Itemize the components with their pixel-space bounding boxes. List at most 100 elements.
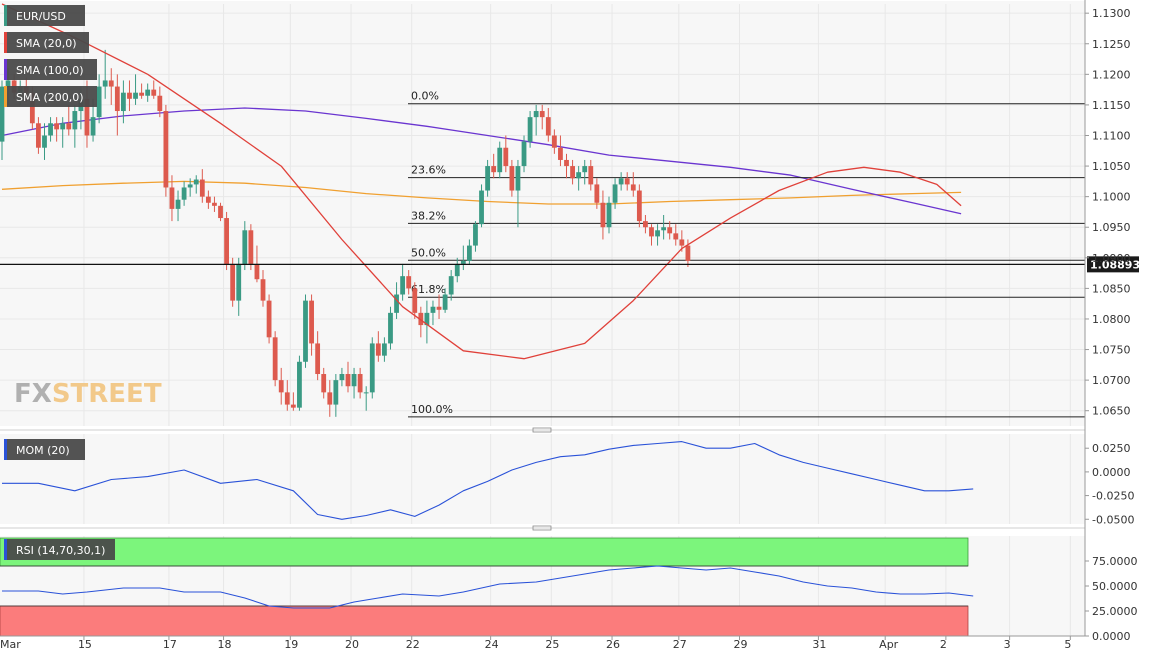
fib-level-label: 100.0% [411,403,453,416]
candle-body [515,166,521,191]
candle-body [539,111,545,118]
candle-body [127,92,132,99]
candle-body [36,123,41,148]
candle-body [224,218,229,264]
candle-body [108,80,114,87]
price-panel-background [0,1,1085,426]
candle-body [303,300,308,362]
candle-body [315,343,321,375]
candle-body [260,279,266,301]
price-axis-tick-label: 1.0700 [1092,374,1131,387]
price-axis-tick-label: 1.1200 [1092,68,1131,81]
candle-body [485,166,490,191]
candle-body [236,263,242,301]
momentum-panel [2,441,974,520]
price-axis-tick-label: 1.1300 [1092,7,1131,20]
candle-body [266,300,272,338]
candle-body [430,306,436,313]
candle-body [558,147,563,160]
time-axis-tick-label: 25 [545,638,559,651]
fib-level-label: 61.8% [411,283,446,296]
indicator-tag-momentum-color-marker [4,439,7,460]
candle-body [121,92,126,112]
fib-level-label: 23.6% [411,164,446,177]
candle-body [290,404,296,408]
candle-body [394,294,399,313]
momentum-axis-tick-label: -0.0250 [1092,490,1134,503]
candle-body [230,263,236,301]
candle-body [254,263,260,280]
time-axis-tick-label: 3 [1004,638,1011,651]
indicator-tag-sma200: SMA (200,0) [16,91,84,104]
candle-body [448,276,454,295]
candle-body [588,166,594,185]
candle-body [624,178,630,185]
indicator-tag-momentum: MOM (20) [16,444,70,457]
indicator-tag-eurusd: EUR/USD [16,10,66,23]
candle-body [357,374,363,393]
candle-body [114,86,120,112]
candle-body [54,123,60,130]
indicator-tag-sma100: SMA (100,0) [16,64,84,77]
indicator-tag-sma20-background [4,32,89,53]
sma-20-path [1,3,962,360]
price-tag-background [1087,256,1139,273]
price-axis-tick-label: 1.1000 [1092,191,1131,204]
candle-body [205,196,211,203]
sma-20-line [1,3,962,360]
candle-body [339,374,345,381]
price-axis-tick-label: 1.0850 [1092,282,1131,295]
candle-body [96,86,102,118]
candle-body [479,190,484,225]
current-price-line: 1.08893 [0,256,1140,273]
candle-body [545,117,551,136]
candle-body [533,111,539,118]
candle-body [309,300,314,344]
candle-body [388,312,393,344]
fib-level-label: 50.0% [411,246,446,259]
rsi-panel [0,537,974,637]
indicator-tag-sma200-color-marker [4,86,7,107]
candle-body [442,294,448,310]
candle-body [509,166,515,191]
candle-body [151,89,157,96]
time-axis-tick-label: 19 [284,638,298,651]
candle-body [606,202,612,228]
candlesticks [0,49,691,417]
candle-body [673,233,679,240]
rsi-axis-tick-label: 75.0000 [1092,555,1138,568]
candle-body [363,392,369,394]
candle-body [66,123,72,130]
candle-body [139,92,145,96]
rsi-axis-tick-label: 0.0000 [1092,630,1131,643]
candle-body [412,288,418,313]
candle-body [424,312,430,326]
price-axis-tick-label: 1.0650 [1092,405,1131,418]
candle-body [48,123,53,136]
price-axis-tick-label: 1.0800 [1092,313,1131,326]
candle-body [369,343,375,393]
price-axis-tick-label: 1.1150 [1092,99,1131,112]
candle-body [406,276,412,289]
candle-body [163,111,169,188]
candle-body [382,343,387,356]
candle-body [102,80,108,87]
time-axis-tick-label: 27 [673,638,687,651]
momentum-axis-tick-label: 0.0000 [1092,466,1131,479]
candle-body [169,187,175,209]
indicator-tag-rsi: RSI (14,70,30,1) [16,544,105,557]
candle-body [612,184,618,203]
candle-body [503,147,509,167]
candle-body [90,117,96,136]
candle-body [297,361,302,408]
price-tag: 1.08893 [1090,258,1140,271]
candle-body [594,184,600,203]
price-axis-tick-label: 1.0750 [1092,344,1131,357]
momentum-axis-tick-label: -0.0500 [1092,513,1134,526]
time-axis-tick-label: 17 [163,638,177,651]
rsi-axis-tick-label: 50.0000 [1092,580,1138,593]
candle-body [564,159,569,167]
candle-body [42,135,47,148]
price-axis-tick-label: 1.0950 [1092,221,1131,234]
